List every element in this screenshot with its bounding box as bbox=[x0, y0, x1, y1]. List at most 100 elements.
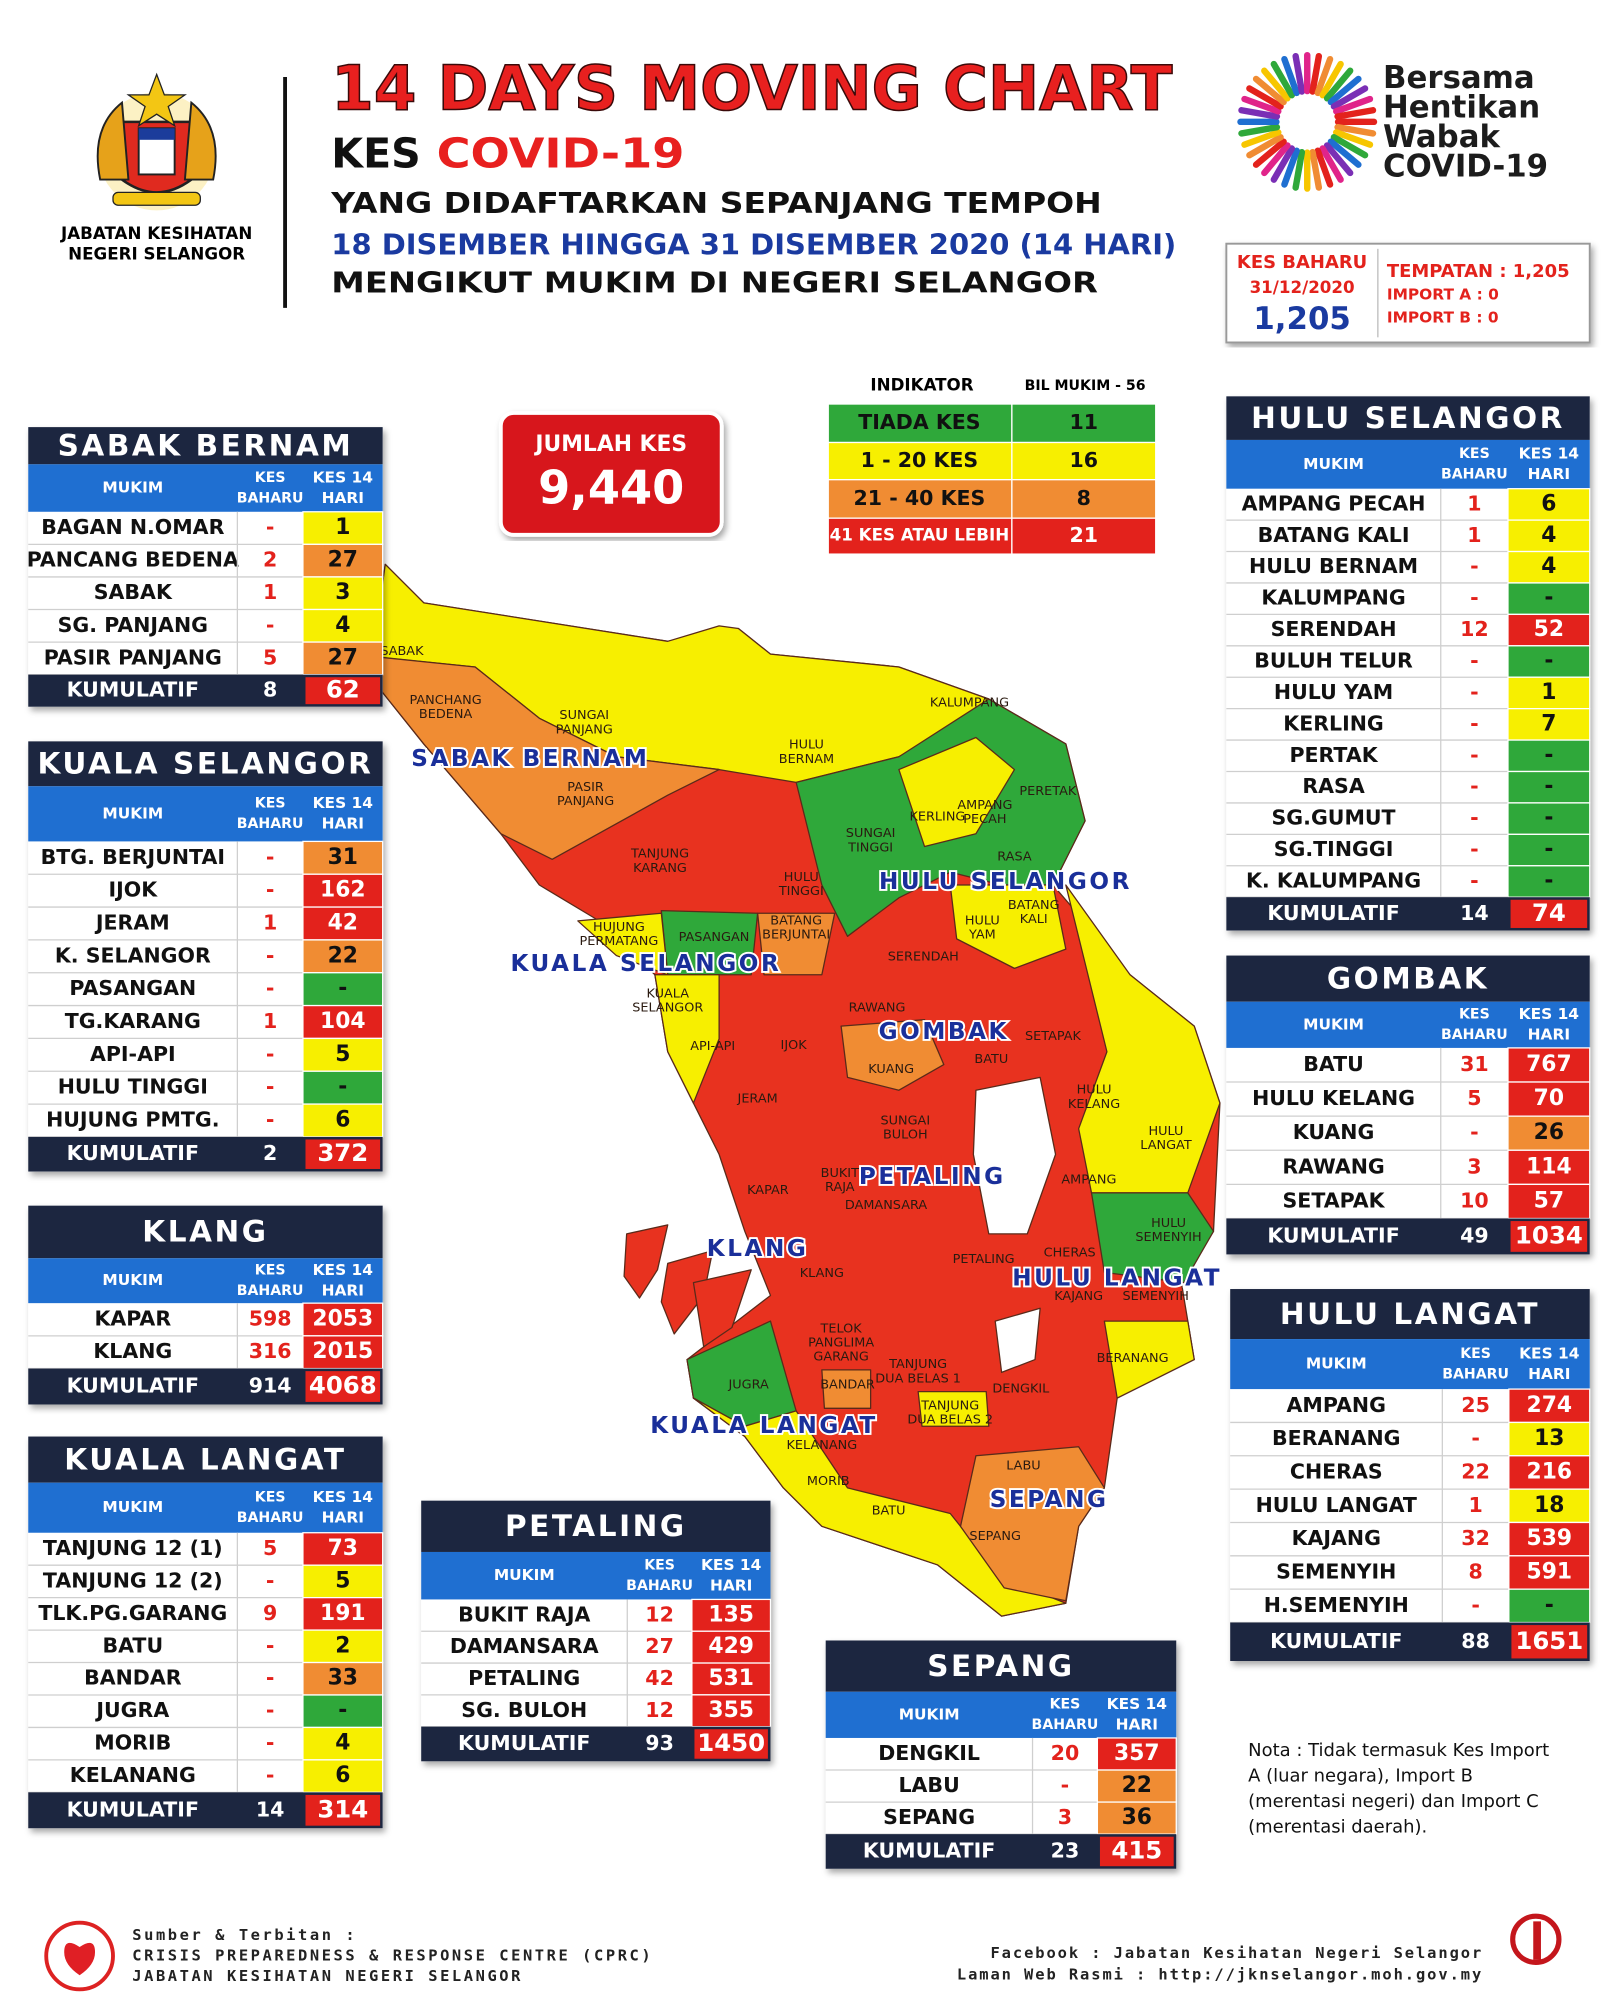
org-name: JABATAN KESIHATAN bbox=[60, 224, 252, 243]
mukim-label: KUALA bbox=[647, 987, 690, 1002]
cases-14-days: 162 bbox=[320, 878, 366, 903]
mukim-name: SG.GUMUT bbox=[1272, 806, 1396, 830]
indicator-count: 16 bbox=[1070, 448, 1099, 472]
mukim-name: SG.TINGGI bbox=[1274, 837, 1394, 861]
new-cases: - bbox=[1471, 1426, 1480, 1450]
sunburst-ray bbox=[1281, 147, 1300, 188]
mukim-name: DAMANSARA bbox=[450, 1634, 599, 1658]
campaign-text: Wabak bbox=[1383, 119, 1502, 155]
mukim-label: RAWANG bbox=[849, 1001, 906, 1016]
district-label: HULU LANGAT bbox=[1012, 1265, 1222, 1291]
total-14-days: 415 bbox=[1111, 1835, 1162, 1864]
mukim-name: HULU KELANG bbox=[1252, 1086, 1415, 1110]
header-line: YANG DIDAFTARKAN SEPANJANG TEMPOH bbox=[330, 187, 1102, 220]
mukim-name: KUANG bbox=[1293, 1120, 1375, 1144]
level-cell bbox=[302, 1661, 384, 1696]
mukim-name: TLK.PG.GARANG bbox=[38, 1601, 227, 1625]
level-cell bbox=[302, 840, 384, 875]
column-header: MUKIM bbox=[1306, 1355, 1367, 1373]
map-region bbox=[1090, 1192, 1215, 1284]
mukim-label: DENGKIL bbox=[992, 1382, 1050, 1397]
sunburst-ray bbox=[1319, 60, 1344, 99]
new-cases: 31 bbox=[1460, 1052, 1489, 1076]
mukim-label: HULU bbox=[1149, 1124, 1184, 1139]
mukim-label: SUNGAI bbox=[846, 826, 896, 841]
sunburst-ray bbox=[1270, 60, 1296, 99]
total-cell bbox=[1099, 1836, 1174, 1867]
mukim-label: GARANG bbox=[813, 1350, 868, 1365]
sunburst-ray bbox=[1246, 134, 1284, 159]
district-table: KUALA SELANGOR MUKIM KES KES 14 BAHARU HARI BT… bbox=[28, 741, 384, 1172]
total-cell bbox=[305, 677, 381, 705]
mukim-label: HULU bbox=[965, 913, 1000, 928]
sunburst-ray bbox=[1252, 138, 1287, 168]
new-cases: 5 bbox=[1467, 1086, 1481, 1110]
indicator-cell bbox=[1011, 479, 1157, 519]
column-header: KES 14 bbox=[313, 1261, 373, 1279]
sunburst-ray bbox=[1330, 134, 1369, 159]
mukim-label: AMPANG bbox=[957, 798, 1012, 813]
mukim-label: TELOK bbox=[820, 1321, 863, 1336]
cases-14-days: 429 bbox=[708, 1634, 754, 1659]
mukim-label: TANJUNG bbox=[630, 847, 689, 862]
indicator-label: 1 - 20 KES bbox=[861, 448, 979, 472]
cases-14-days: - bbox=[1545, 1593, 1554, 1618]
map bbox=[371, 563, 1221, 1617]
mukim-label: BEDENA bbox=[419, 707, 473, 722]
level-cell bbox=[691, 1598, 772, 1632]
cases-14-days: - bbox=[1544, 774, 1553, 799]
total-cell bbox=[694, 1729, 768, 1759]
new-cases: - bbox=[266, 1698, 275, 1722]
cases-14-days: 18 bbox=[1534, 1493, 1564, 1518]
cases-14-days: 216 bbox=[1527, 1459, 1573, 1484]
cases-14-days: - bbox=[338, 1698, 347, 1723]
mukim-label: PECAH bbox=[963, 812, 1006, 827]
table-header bbox=[28, 786, 383, 842]
table-title: GOMBAK bbox=[1327, 961, 1489, 995]
column-header: MUKIM bbox=[102, 479, 163, 497]
cases-14-days: 1 bbox=[1541, 680, 1556, 705]
level-cell bbox=[302, 1564, 384, 1599]
level-cell bbox=[691, 1630, 772, 1664]
mukim-label: LABU bbox=[1006, 1459, 1040, 1474]
new-cases: - bbox=[1061, 1773, 1070, 1797]
cases-14-days: 22 bbox=[1122, 1773, 1152, 1798]
district-label: KUALA SELANGOR bbox=[511, 951, 782, 977]
mukim-label: JERAM bbox=[737, 1092, 778, 1107]
indicator-cell bbox=[1011, 441, 1157, 481]
level-cell bbox=[1507, 676, 1591, 710]
mukim-name: KALUMPANG bbox=[1261, 586, 1405, 610]
level-cell bbox=[1507, 865, 1591, 898]
new-cases: - bbox=[266, 943, 275, 967]
mukim-label: KERLING bbox=[909, 810, 965, 825]
sunburst-ray bbox=[1327, 75, 1362, 106]
sunburst-ray bbox=[1334, 123, 1377, 137]
note-line: A (luar negara), Import B bbox=[1248, 1765, 1473, 1786]
note-line: (merentasi daerah). bbox=[1248, 1817, 1427, 1838]
mukim-label: BATANG bbox=[770, 913, 822, 928]
mukim-name: TG.KARANG bbox=[65, 1009, 201, 1033]
district-table: PETALING MUKIM KES KES 14 BAHARU HARI BUKIT RA… bbox=[421, 1500, 772, 1762]
indicator-label: 41 KES ATAU LEBIH bbox=[830, 526, 1010, 545]
district-table: SABAK BERNAM MUKIM KES KES 14 BAHARU HARI BAGA… bbox=[27, 427, 384, 707]
mukim-label: HULU bbox=[1151, 1216, 1186, 1231]
map-region bbox=[840, 1019, 945, 1091]
total-new: 14 bbox=[256, 1797, 285, 1821]
column-header: HARI bbox=[1528, 465, 1570, 483]
level-cell bbox=[1507, 1115, 1591, 1151]
cases-14-days: - bbox=[1544, 743, 1553, 768]
mukim-label: KARANG bbox=[633, 861, 687, 876]
table-header bbox=[28, 1258, 383, 1304]
level-cell bbox=[302, 1070, 384, 1105]
new-cases-label: KES BAHARU bbox=[1237, 252, 1367, 273]
indicator-count: 21 bbox=[1070, 523, 1099, 547]
mukim-label: SERENDAH bbox=[888, 949, 959, 964]
column-header: MUKIM bbox=[102, 804, 163, 822]
map-region bbox=[821, 1369, 872, 1409]
footer-link: Laman Web Rasmi : http://jknselangor.moh… bbox=[957, 1966, 1483, 1984]
map-island bbox=[623, 1224, 669, 1299]
total-label: KUMULATIF bbox=[1270, 1629, 1402, 1653]
mukim-label: BANDAR bbox=[820, 1378, 875, 1393]
sunburst-ray bbox=[1330, 85, 1369, 110]
